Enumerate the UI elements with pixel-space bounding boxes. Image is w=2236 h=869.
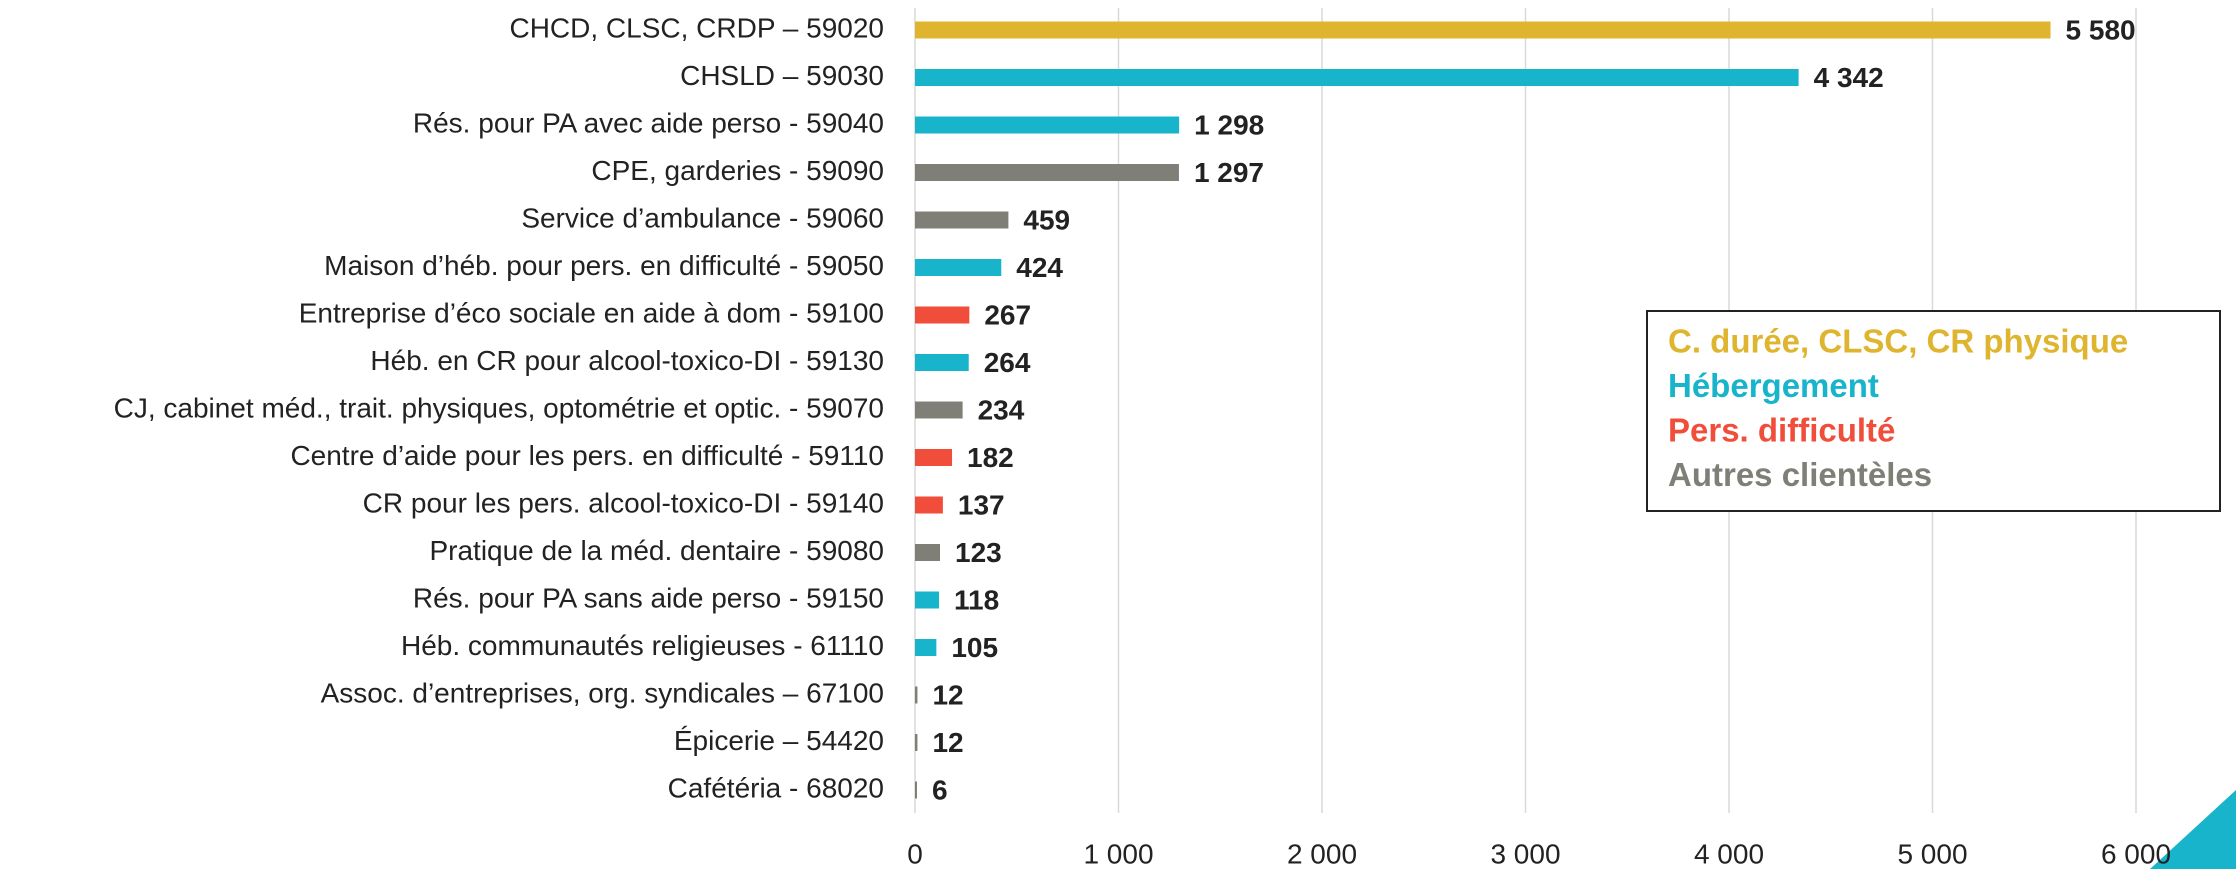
- x-tick-label: 6 000: [2101, 838, 2171, 869]
- bar: [915, 354, 969, 371]
- bar: [915, 259, 1002, 276]
- value-label: 264: [984, 347, 1031, 378]
- value-label: 118: [954, 584, 999, 615]
- legend-entry: Hébergement: [1668, 367, 1879, 404]
- bar: [915, 401, 963, 419]
- category-label: Rés. pour PA sans aide perso - 59150: [413, 582, 884, 613]
- x-tick-label: 4 000: [1694, 838, 1764, 869]
- value-label: 123: [955, 537, 1002, 568]
- value-label: 267: [984, 299, 1031, 330]
- value-label: 424: [1016, 252, 1063, 283]
- category-label: Épicerie – 54420: [674, 725, 884, 756]
- x-tick-label: 2 000: [1287, 838, 1357, 869]
- category-label: Héb. en CR pour alcool-toxico-DI - 59130: [370, 345, 884, 376]
- category-label: Pratique de la méd. dentaire - 59080: [429, 535, 884, 566]
- x-tick-label: 5 000: [1897, 838, 1967, 869]
- value-label: 137: [958, 489, 1005, 520]
- x-tick-label: 3 000: [1490, 838, 1560, 869]
- value-label: 4 342: [1814, 62, 1884, 93]
- category-label: CR pour les pers. alcool-toxico-DI - 591…: [363, 487, 884, 518]
- category-label: Assoc. d’entreprises, org. syndicales – …: [321, 677, 884, 708]
- value-label: 234: [978, 394, 1025, 425]
- legend-entry: Pers. difficulté: [1668, 412, 1895, 449]
- bar: [915, 306, 970, 324]
- bar: [915, 639, 937, 656]
- value-label: 12: [932, 679, 963, 710]
- value-label: 6: [932, 774, 948, 805]
- category-label: CHCD, CLSC, CRDP – 59020: [509, 12, 884, 43]
- bar: [915, 69, 1799, 86]
- legend-entry: C. durée, CLSC, CR physique: [1668, 323, 2128, 360]
- bar: [915, 544, 941, 561]
- value-label: 1 297: [1194, 157, 1264, 188]
- legend-box: [1646, 310, 2221, 512]
- bar: [915, 734, 918, 751]
- category-label: Service d’ambulance - 59060: [521, 202, 884, 233]
- value-label: 105: [951, 632, 998, 663]
- bar: [915, 591, 940, 609]
- bar: [915, 781, 917, 799]
- category-label: Centre d’aide pour les pers. en difficul…: [290, 440, 884, 471]
- category-label: Maison d’héb. pour pers. en difficulté -…: [324, 250, 884, 281]
- category-label: Cafétéria - 68020: [668, 772, 884, 803]
- value-label: 5 580: [2066, 14, 2136, 45]
- legend-entry: Autres clientèles: [1668, 456, 1932, 493]
- bar: [915, 496, 943, 514]
- value-label: 12: [932, 727, 963, 758]
- category-label: Rés. pour PA avec aide perso - 59040: [413, 107, 884, 138]
- value-label: 182: [967, 442, 1014, 473]
- category-label: CPE, garderies - 59090: [591, 155, 884, 186]
- category-label: CHSLD – 59030: [680, 60, 884, 91]
- x-tick-label: 0: [907, 838, 923, 869]
- bar: [915, 21, 2051, 39]
- bar: [915, 449, 953, 466]
- bar: [915, 211, 1009, 229]
- bar: [915, 686, 918, 704]
- category-label: Entreprise d’éco sociale en aide à dom -…: [299, 297, 884, 328]
- value-label: 459: [1023, 204, 1070, 235]
- value-label: 1 298: [1194, 109, 1264, 140]
- category-label: CJ, cabinet méd., trait. physiques, opto…: [114, 392, 884, 423]
- corner-decoration: [2150, 790, 2236, 869]
- bar: [915, 164, 1179, 181]
- category-label: Héb. communautés religieuses - 61110: [401, 630, 884, 661]
- x-tick-label: 1 000: [1083, 838, 1153, 869]
- bar: [915, 116, 1180, 134]
